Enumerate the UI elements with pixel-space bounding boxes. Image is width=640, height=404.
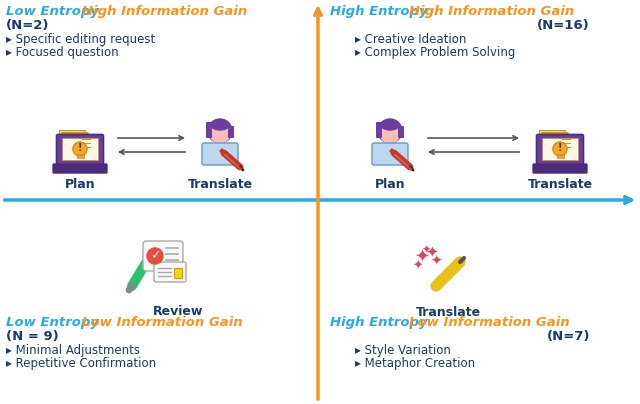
Text: Plan: Plan (374, 178, 405, 191)
Text: ✓: ✓ (150, 250, 160, 263)
Circle shape (73, 142, 87, 156)
Text: !: ! (77, 143, 83, 153)
Text: Low Information Gain: Low Information Gain (409, 316, 570, 329)
FancyBboxPatch shape (62, 133, 88, 161)
FancyBboxPatch shape (542, 138, 578, 160)
Text: (N=16): (N=16) (537, 19, 590, 32)
FancyBboxPatch shape (376, 122, 382, 138)
FancyBboxPatch shape (557, 154, 563, 158)
FancyBboxPatch shape (228, 126, 234, 138)
FancyBboxPatch shape (206, 122, 212, 138)
FancyBboxPatch shape (398, 126, 404, 138)
Text: !: ! (557, 143, 563, 153)
Text: ✦: ✦ (426, 244, 438, 259)
Circle shape (380, 123, 400, 143)
FancyBboxPatch shape (143, 241, 183, 271)
Text: ▸ Repetitive Confirmation: ▸ Repetitive Confirmation (6, 357, 156, 370)
Text: High Information Gain: High Information Gain (409, 5, 574, 18)
FancyBboxPatch shape (533, 164, 587, 173)
Text: Plan: Plan (65, 178, 95, 191)
Text: ✦: ✦ (430, 255, 442, 269)
Text: ✦: ✦ (421, 245, 431, 255)
FancyBboxPatch shape (539, 130, 565, 158)
Text: ▸ Style Variation: ▸ Style Variation (355, 344, 451, 357)
FancyBboxPatch shape (174, 268, 182, 278)
Circle shape (208, 119, 232, 143)
Text: ▸ Metaphor Creation: ▸ Metaphor Creation (355, 357, 475, 370)
Text: High Entropy: High Entropy (330, 316, 432, 329)
Text: Review: Review (153, 305, 203, 318)
FancyBboxPatch shape (77, 154, 83, 158)
Text: Translate: Translate (415, 306, 481, 319)
Ellipse shape (381, 120, 399, 130)
FancyBboxPatch shape (61, 131, 86, 160)
Text: Translate: Translate (188, 178, 253, 191)
FancyBboxPatch shape (542, 133, 568, 161)
Text: ▸ Minimal Adjustments: ▸ Minimal Adjustments (6, 344, 140, 357)
FancyBboxPatch shape (56, 135, 104, 168)
FancyBboxPatch shape (536, 135, 584, 168)
Text: Low Information Gain: Low Information Gain (82, 316, 243, 329)
Text: ▸ Complex Problem Solving: ▸ Complex Problem Solving (355, 46, 515, 59)
Circle shape (378, 119, 402, 143)
Text: ▸ Creative Ideation: ▸ Creative Ideation (355, 33, 467, 46)
Text: (N=7): (N=7) (547, 330, 590, 343)
Ellipse shape (211, 120, 229, 130)
Text: High Entropy: High Entropy (330, 5, 432, 18)
Text: Low Entropy: Low Entropy (6, 316, 104, 329)
FancyBboxPatch shape (202, 143, 238, 165)
FancyBboxPatch shape (541, 131, 566, 160)
FancyBboxPatch shape (372, 143, 408, 165)
Text: ▸ Focused question: ▸ Focused question (6, 46, 118, 59)
Text: Translate: Translate (527, 178, 593, 191)
FancyBboxPatch shape (216, 137, 224, 147)
Text: ✦: ✦ (415, 249, 429, 267)
Circle shape (147, 248, 163, 264)
Text: (N = 9): (N = 9) (6, 330, 59, 343)
Circle shape (553, 142, 567, 156)
FancyBboxPatch shape (386, 137, 394, 147)
Text: High Information Gain: High Information Gain (82, 5, 247, 18)
FancyBboxPatch shape (154, 262, 186, 282)
FancyBboxPatch shape (59, 130, 85, 158)
Text: ✦: ✦ (413, 259, 423, 273)
FancyBboxPatch shape (62, 138, 98, 160)
Circle shape (210, 123, 230, 143)
Text: ▸ Specific editing request: ▸ Specific editing request (6, 33, 156, 46)
Text: (N=2): (N=2) (6, 19, 49, 32)
Text: Low Entropy: Low Entropy (6, 5, 104, 18)
FancyBboxPatch shape (53, 164, 107, 173)
